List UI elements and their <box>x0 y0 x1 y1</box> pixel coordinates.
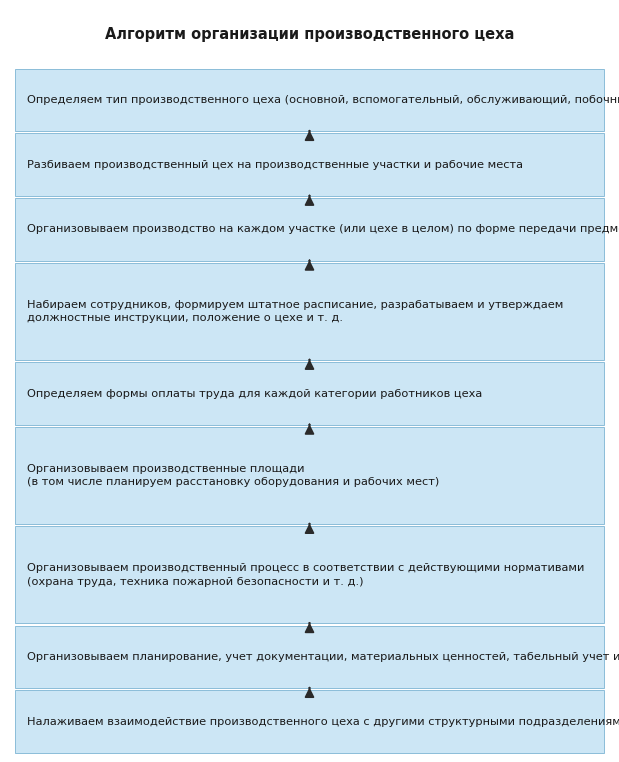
FancyBboxPatch shape <box>15 626 604 688</box>
Text: Организовываем производственные площади
(в том числе планируем расстановку обору: Организовываем производственные площади … <box>27 464 439 488</box>
Text: Алгоритм организации производственного цеха: Алгоритм организации производственного ц… <box>105 27 514 42</box>
FancyBboxPatch shape <box>15 362 604 424</box>
Text: Организовываем планирование, учет документации, материальных ценностей, табельны: Организовываем планирование, учет докуме… <box>27 652 619 661</box>
FancyBboxPatch shape <box>15 198 604 261</box>
Text: Разбиваем производственный цех на производственные участки и рабочие места: Разбиваем производственный цех на произв… <box>27 160 522 170</box>
Text: Организовываем производственный процесс в соответствии с действующими нормативам: Организовываем производственный процесс … <box>27 563 584 587</box>
FancyBboxPatch shape <box>15 427 604 524</box>
FancyBboxPatch shape <box>15 69 604 131</box>
FancyBboxPatch shape <box>15 263 604 360</box>
FancyBboxPatch shape <box>15 527 604 623</box>
Text: Определяем тип производственного цеха (основной, вспомогательный, обслуживающий,: Определяем тип производственного цеха (о… <box>27 94 619 105</box>
FancyBboxPatch shape <box>15 133 604 196</box>
FancyBboxPatch shape <box>15 690 604 753</box>
Text: Организовываем производство на каждом участке (или цехе в целом) по форме переда: Организовываем производство на каждом уч… <box>27 225 619 235</box>
Text: Определяем формы оплаты труда для каждой категории работников цеха: Определяем формы оплаты труда для каждой… <box>27 389 482 399</box>
Text: Набираем сотрудников, формируем штатное расписание, разрабатываем и утверждаем
д: Набираем сотрудников, формируем штатное … <box>27 299 563 323</box>
Text: Налаживаем взаимодействие производственного цеха с другими структурными подразде: Налаживаем взаимодействие производственн… <box>27 716 619 727</box>
